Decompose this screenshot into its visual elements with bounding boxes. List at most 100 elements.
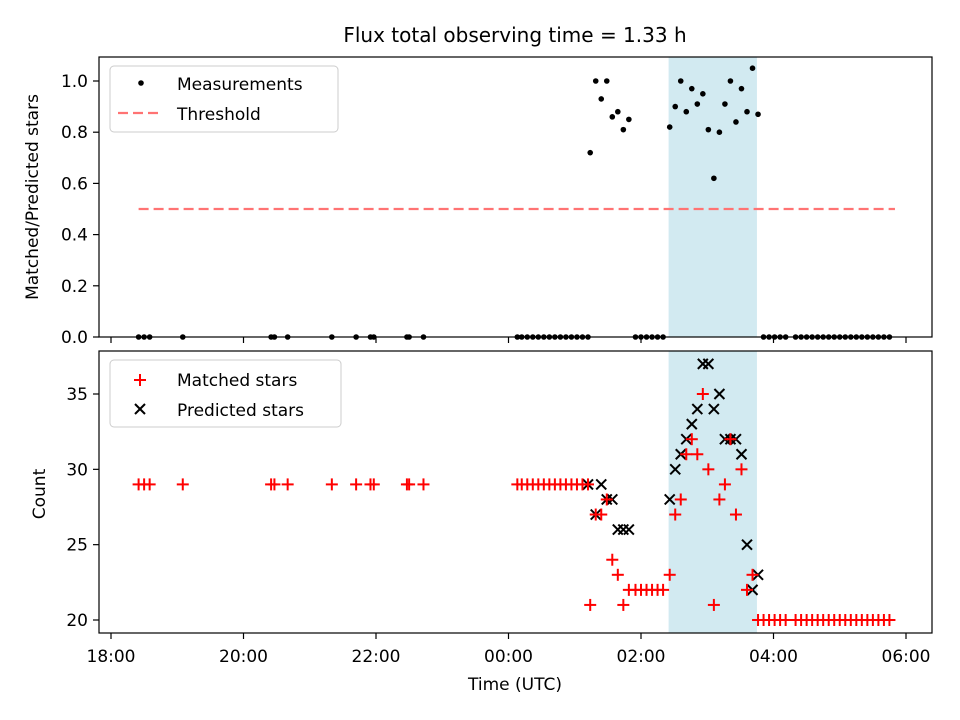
matched-star-point (611, 568, 624, 581)
measurement-point (598, 96, 605, 102)
x-tick-label: 22:00 (352, 647, 401, 667)
top-legend: Measurements Threshold (109, 65, 339, 133)
matched-star-point (595, 508, 608, 521)
measurement-point (688, 85, 695, 92)
top-y-tick-label: 0.6 (61, 174, 88, 194)
legend-x-marker (134, 403, 146, 415)
measurement-point (587, 149, 594, 156)
matched-star-point (367, 478, 380, 491)
measurement-point (592, 78, 599, 84)
x-tick-label: 06:00 (882, 647, 931, 667)
matched-star-point (669, 508, 682, 521)
top-y-tick-label: 1.0 (61, 72, 88, 92)
bottom-y-tick-label: 25 (66, 536, 88, 556)
measurement-point (711, 175, 717, 182)
measurement-point (738, 85, 745, 92)
bottom-y-tick-label: 35 (66, 385, 88, 405)
matched-star-point (696, 388, 709, 400)
top-plot-frame (98, 56, 933, 338)
legend-measurements-label: Measurements (177, 75, 303, 95)
matched-star-point (403, 478, 416, 491)
measurement-point (755, 111, 761, 118)
measurement-point (615, 108, 621, 115)
matched-star-point (143, 478, 156, 491)
top-y-axis-label: Matched/Predicted stars (23, 94, 43, 300)
measurement-point (744, 108, 750, 115)
x-tick-label: 04:00 (749, 647, 798, 667)
legend-plus-marker (134, 374, 146, 386)
measurement-point (716, 129, 723, 135)
legend-threshold-label: Threshold (176, 105, 261, 125)
predicted-star-point (741, 538, 753, 551)
bottom-y-tick-label: 20 (66, 611, 88, 631)
matched-star-point (707, 598, 720, 611)
measurement-point (603, 78, 610, 84)
bottom-y-axis-ticks: 20 25 30 35 (66, 385, 99, 631)
x-tick-label: 18:00 (87, 647, 136, 667)
predicted-star-point (735, 448, 748, 460)
matched-star-point (176, 478, 189, 491)
matched-star-point (657, 583, 670, 596)
matched-star-point (680, 448, 693, 461)
x-axis-label: Time (UTC) (467, 675, 562, 695)
x-tick-label: 00:00 (484, 647, 533, 667)
predicted-star-point (686, 418, 698, 430)
measurement-point (672, 103, 679, 110)
predicted-star-point (713, 388, 726, 400)
measurement-point (749, 65, 756, 71)
predicted-star-point (669, 463, 681, 476)
bottom-highlight-span (668, 351, 757, 633)
measurement-point (677, 78, 684, 84)
matched-star-point (883, 614, 896, 626)
measurement-point (705, 126, 712, 133)
bottom-y-tick-label: 30 (66, 460, 88, 480)
top-y-tick-label: 0.4 (61, 226, 88, 246)
top-panel: 0.0 0.2 0.4 0.6 0.8 1.0 Matched/Predicted sta… (23, 56, 933, 348)
matched-star-point (724, 433, 737, 446)
legend-dot-marker (138, 80, 144, 86)
measurement-point (609, 114, 616, 120)
top-legend-box (109, 65, 339, 133)
top-highlight-span (668, 57, 757, 337)
predicted-star-point (595, 478, 607, 491)
top-y-tick-label: 0.8 (61, 123, 88, 143)
top-y-axis-ticks: 0.0 0.2 0.4 0.6 0.8 1.0 (61, 72, 99, 348)
top-y-tick-label: 0.2 (61, 277, 88, 297)
matched-star-point (617, 598, 630, 611)
matched-star-point (718, 478, 731, 491)
predicted-star-point (702, 358, 715, 370)
legend-predicted-label: Predicted stars (177, 401, 304, 421)
bottom-legend: Matched stars Predicted stars (109, 359, 342, 428)
measurement-point (733, 119, 739, 125)
measurement-point (620, 126, 627, 133)
measurement-point (683, 108, 690, 115)
measurement-point (694, 101, 701, 107)
matched-star-point (685, 433, 698, 446)
matched-star-point (268, 478, 281, 491)
matched-star-point (281, 478, 294, 491)
matched-star-point (582, 478, 594, 491)
matched-star-point (350, 478, 363, 491)
predicted-star-point (691, 403, 704, 415)
measurement-point (722, 101, 728, 107)
matched-star-point (606, 553, 619, 566)
measurement-point (626, 116, 632, 123)
bottom-x-axis-ticks: 18:00 20:00 22:00 00:00 02:00 04:00 06:00 (87, 633, 931, 667)
predicted-star-point (664, 493, 676, 506)
matched-star-point (325, 478, 338, 491)
matched-star-point (663, 568, 676, 581)
matched-stars-series (132, 388, 896, 626)
predicted-star-point (708, 403, 720, 415)
measurement-point (700, 91, 706, 97)
matched-star-point (713, 493, 726, 506)
matched-star-point (584, 598, 597, 611)
x-tick-label: 02:00 (617, 647, 666, 667)
x-tick-label: 20:00 (219, 647, 268, 667)
bottom-panel: 20 25 30 35 18:00 20:00 22:00 00:00 02:00 04:00 0… (30, 350, 933, 695)
legend-matched-label: Matched stars (177, 371, 297, 391)
matched-star-point (741, 583, 753, 596)
bottom-plot-frame (98, 350, 933, 634)
measurement-point (727, 78, 734, 84)
matched-star-point (729, 508, 742, 521)
bottom-legend-box (109, 359, 342, 428)
